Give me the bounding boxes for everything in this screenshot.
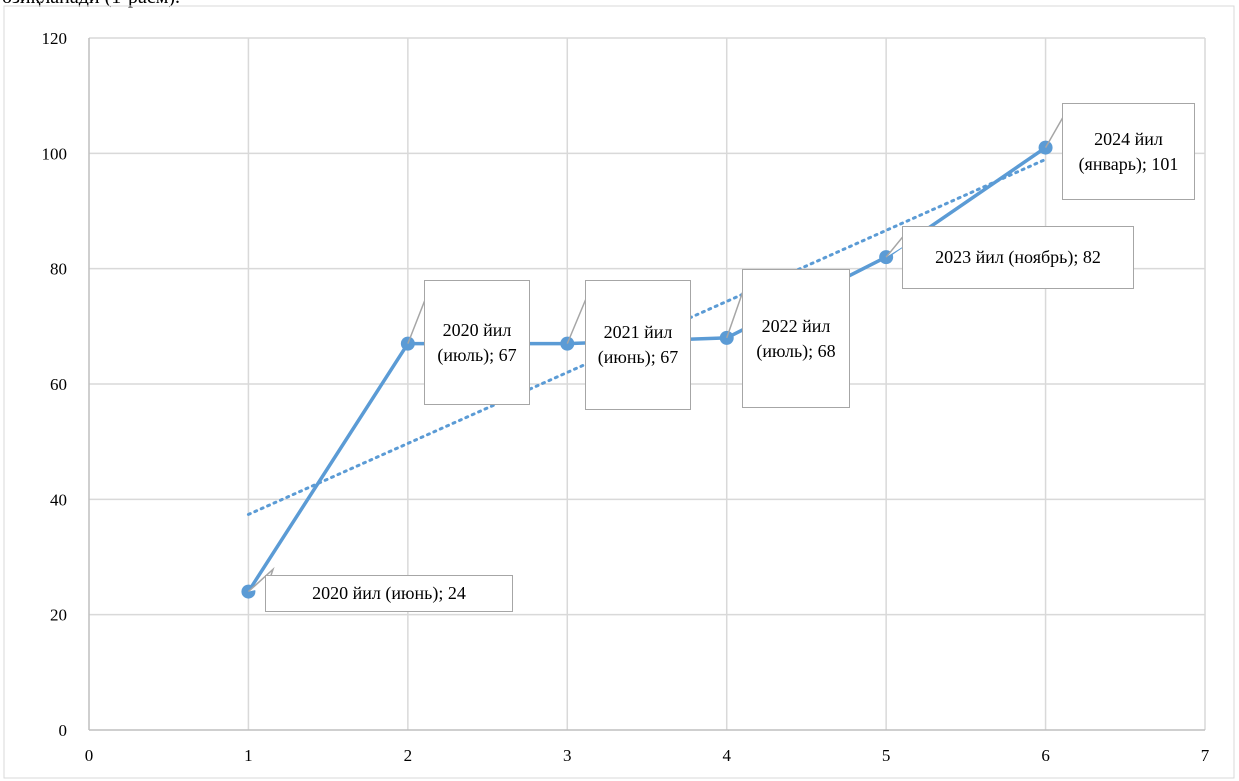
data-label: 2020 йил (июль); 67 [424, 280, 530, 405]
data-label: 2024 йил (январь); 101 [1062, 103, 1195, 200]
data-label: 2020 йил (июнь); 24 [265, 575, 513, 612]
y-tick-label: 80 [50, 260, 67, 279]
data-label: 2023 йил (ноябрь); 82 [902, 226, 1134, 289]
y-tick-label: 0 [59, 721, 68, 740]
x-tick-label: 2 [404, 746, 413, 765]
y-tick-label: 20 [50, 606, 67, 625]
data-label: 2021 йил (июнь); 67 [585, 280, 691, 410]
x-tick-label: 1 [244, 746, 253, 765]
y-tick-label: 100 [42, 144, 68, 163]
x-tick-label: 4 [722, 746, 731, 765]
x-tick-label: 3 [563, 746, 572, 765]
tick-label-layer: 0 20 40 60 80 100 120 0 1 2 3 4 5 6 7 [42, 29, 1210, 765]
x-tick-label: 6 [1041, 746, 1050, 765]
page-header-fragment: озиқланади (1-расм). [2, 0, 180, 9]
axis-layer [88, 38, 1205, 731]
data-label: 2022 йил (июль); 68 [742, 269, 850, 408]
y-tick-label: 120 [42, 29, 68, 48]
chart-frame [3, 5, 1235, 779]
x-tick-label: 7 [1201, 746, 1210, 765]
x-tick-label: 0 [85, 746, 94, 765]
y-tick-label: 40 [50, 490, 67, 509]
y-tick-label: 60 [50, 375, 67, 394]
x-tick-label: 5 [882, 746, 891, 765]
